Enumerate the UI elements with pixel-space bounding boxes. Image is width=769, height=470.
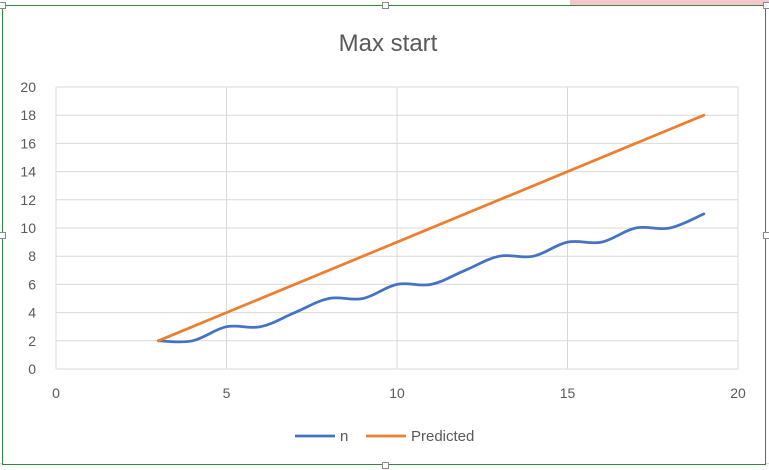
y-tick-label: 0: [28, 361, 36, 377]
y-tick-label: 16: [20, 135, 36, 151]
resize-handle-bottom[interactable]: [382, 462, 389, 469]
chart-title: Max start: [339, 30, 438, 57]
axis-tick-labels: 0 2 4 6 8 10 12 14 16 18 20 0 5 10 15 20: [20, 79, 746, 401]
resize-handle-top-right[interactable]: [763, 2, 769, 9]
resize-handle-right[interactable]: [763, 232, 769, 239]
x-tick-label: 20: [730, 385, 746, 401]
x-tick-label: 10: [389, 385, 405, 401]
resize-handle-top-left[interactable]: [0, 2, 6, 9]
x-tick-label: 0: [52, 385, 60, 401]
resize-handle-top[interactable]: [382, 2, 389, 9]
selected-cell-highlight: [570, 0, 769, 5]
y-tick-label: 12: [20, 192, 36, 208]
legend-label-0: n: [340, 428, 348, 445]
legend: n Predicted: [295, 428, 474, 445]
legend-label-1: Predicted: [411, 428, 474, 445]
x-tick-label: 5: [223, 385, 231, 401]
y-tick-label: 14: [20, 164, 36, 180]
series-line-1[interactable]: [156, 113, 706, 343]
x-tick-label: 15: [560, 385, 576, 401]
series-lines: [156, 113, 706, 344]
y-tick-label: 2: [28, 333, 36, 349]
y-tick-label: 4: [28, 305, 36, 321]
y-tick-label: 18: [20, 107, 36, 123]
y-tick-label: 10: [20, 220, 36, 236]
series-line-0[interactable]: [156, 212, 706, 344]
y-tick-label: 6: [28, 276, 36, 292]
resize-handle-left[interactable]: [0, 232, 6, 239]
line-chart: Max start 0 2 4 6 8 10 12 14 16 18 20 0 5 10 15 20 n Pre…: [20, 30, 746, 445]
y-tick-label: 20: [20, 79, 36, 95]
y-tick-label: 8: [28, 248, 36, 264]
